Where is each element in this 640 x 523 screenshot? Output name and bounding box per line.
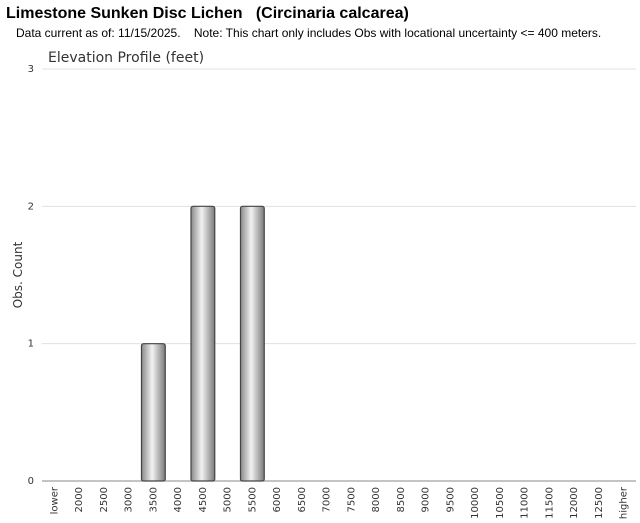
y-tick-label: 1: [28, 339, 34, 350]
x-tick-label: 8000: [371, 487, 382, 512]
bar: [140, 343, 166, 482]
x-tick-label: 10000: [470, 487, 481, 519]
x-tick-label: 2500: [99, 487, 110, 512]
bar: [190, 205, 216, 482]
x-tick-label: 6500: [297, 487, 308, 512]
chart-title: Elevation Profile (feet): [48, 50, 204, 66]
x-tick-label: 3000: [124, 487, 135, 512]
x-tick-label: 12500: [594, 487, 605, 519]
x-tick-label: 4000: [173, 487, 184, 512]
y-axis-label: Obs. Count: [11, 241, 25, 308]
x-tick-label: lower: [49, 486, 60, 514]
x-tick-label: 3500: [148, 487, 159, 512]
x-tick-label: higher: [619, 486, 630, 519]
x-tick-label: 2000: [74, 487, 85, 512]
bar: [239, 205, 265, 482]
x-tick-label: 5000: [223, 487, 234, 512]
x-tick-label: 4500: [198, 487, 209, 512]
y-tick-label: 3: [28, 64, 34, 75]
x-tick-label: 7500: [346, 487, 357, 512]
x-tick-label: 7000: [322, 487, 333, 512]
page-title: Limestone Sunken Disc Lichen (Circinaria…: [6, 5, 409, 22]
x-tick-label: 5500: [247, 487, 258, 512]
x-tick-label: 12000: [569, 487, 580, 519]
x-tick-label: 9500: [445, 487, 456, 512]
y-tick-label: 0: [28, 476, 34, 487]
x-tick-label: 6000: [272, 487, 283, 512]
page-subtitle: Data current as of: 11/15/2025. Note: Th…: [16, 26, 602, 40]
y-tick-label: 2: [28, 201, 34, 212]
x-tick-label: 11000: [520, 487, 531, 519]
x-tick-label: 8500: [396, 487, 407, 512]
x-tick-label: 9000: [421, 487, 432, 512]
x-tick-label: 11500: [544, 487, 555, 519]
x-tick-label: 10500: [495, 487, 506, 519]
